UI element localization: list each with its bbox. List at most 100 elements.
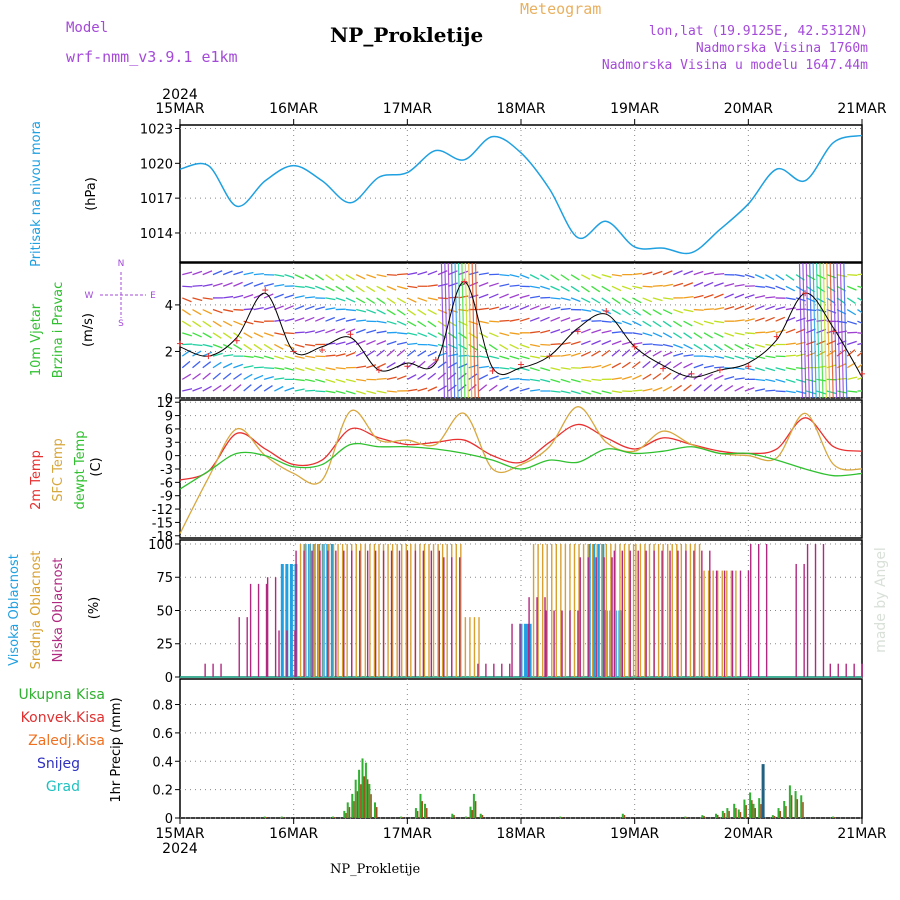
wind-arrow — [355, 274, 366, 280]
wind-arrow — [325, 316, 336, 322]
precip-legend-0: Ukupna Kisa — [18, 687, 105, 703]
precip-bar-total — [343, 810, 346, 818]
wind-arrow — [529, 274, 540, 280]
wind-arrow — [182, 388, 193, 392]
wind-arrow — [253, 320, 264, 324]
wind-arrow — [355, 297, 366, 304]
wind-arrow — [713, 332, 724, 338]
wind-arrow — [437, 385, 447, 392]
wind-arrow — [765, 355, 776, 359]
wind-arrow — [499, 319, 510, 322]
wind-arrow — [847, 340, 857, 346]
wind-arrow — [499, 293, 509, 299]
wind-arrow — [427, 386, 438, 392]
precip-bar-conv — [760, 804, 762, 818]
wind-arrow — [427, 284, 438, 287]
wind-arrow — [693, 294, 704, 299]
time-label-bottom: 19MAR — [610, 826, 659, 842]
wind-gust-band — [440, 263, 446, 398]
wind-arrow — [253, 355, 264, 359]
pressure-ytick-label: 1020 — [140, 157, 173, 172]
wind-arrow — [857, 285, 862, 289]
wind-arrow — [294, 331, 305, 334]
wind-arrow — [755, 331, 766, 334]
model-label: Model — [66, 20, 109, 36]
wind-arrow — [202, 332, 212, 339]
wind-arrow — [611, 320, 622, 325]
wind-arrow — [550, 285, 560, 291]
wind-arrow — [724, 385, 734, 392]
wind-arrow — [652, 284, 663, 287]
precip-bar-conv — [474, 801, 477, 818]
wind-arrow — [724, 343, 734, 351]
precip-bar-total — [358, 769, 361, 818]
wind-arrow — [673, 270, 683, 276]
wind-arrow — [734, 283, 745, 287]
wind-arrow — [499, 376, 510, 381]
wind-arrow — [202, 343, 213, 348]
wind-arrow — [192, 297, 203, 302]
wind-arrow — [509, 386, 520, 392]
wind-arrow — [284, 387, 295, 392]
wind-arrow — [775, 306, 786, 311]
wind-arrow — [662, 372, 672, 380]
wind-arrow — [785, 354, 796, 357]
wind-arrow — [233, 281, 243, 287]
wind-arrow — [713, 343, 723, 351]
wind-arrow — [304, 274, 315, 281]
wind-arrow — [693, 363, 704, 369]
wind-arrow — [601, 390, 612, 395]
wind-side-label-2: Brzina i Pravac — [51, 282, 66, 379]
wind-gust-marker — [461, 278, 468, 285]
wind-arrow — [253, 343, 263, 351]
wind-arrow — [734, 377, 745, 381]
wind-arrow — [284, 367, 295, 371]
wind-arrow — [406, 349, 416, 357]
wind-unit-label: (m/s) — [81, 313, 96, 347]
wind-arrow — [263, 332, 274, 337]
precip-bar-total — [479, 813, 482, 818]
wind-arrow — [253, 332, 264, 338]
wind-arrow — [765, 296, 776, 299]
wind-arrow — [468, 373, 478, 380]
wind-arrow — [652, 360, 661, 369]
wind-arrow — [591, 378, 602, 382]
wind-arrow — [304, 355, 316, 359]
wind-arrow — [294, 295, 305, 299]
temp-side-label-2m: 2m Temp — [29, 450, 44, 510]
wind-arrow — [509, 305, 520, 311]
wind-arrow — [673, 282, 684, 287]
wind-arrow — [734, 293, 745, 299]
wind-arrow — [499, 355, 510, 360]
precip-bar-conv — [751, 800, 753, 818]
wind-arrow — [325, 378, 336, 383]
wind-arrow — [488, 293, 499, 299]
wind-arrow — [570, 317, 581, 322]
wind-arrow — [611, 390, 622, 394]
wind-arrow — [755, 355, 766, 360]
precip-bar-total — [733, 803, 736, 818]
wind-gust-band — [447, 263, 452, 398]
wind-arrow — [846, 297, 856, 304]
wind-arrow — [294, 317, 305, 322]
wind-arrow — [693, 320, 704, 326]
wind-arrow — [417, 271, 428, 276]
wind-arrow — [540, 316, 550, 322]
wind-arrow — [499, 343, 509, 351]
wind-arrow — [734, 319, 745, 322]
wind-arrow — [560, 378, 571, 383]
wind-gust-band — [843, 263, 848, 398]
wind-arrow — [540, 343, 551, 346]
wind-arrow — [325, 367, 336, 371]
cloud-unit-label: (%) — [87, 597, 102, 620]
precip-bar-conv — [481, 815, 484, 818]
wind-arrow — [540, 367, 551, 372]
wind-arrow — [458, 363, 468, 369]
wind-arrow — [212, 308, 223, 314]
wind-arrow — [662, 385, 673, 392]
wind-arrow — [529, 305, 540, 311]
time-label-top: 21MAR — [837, 101, 886, 117]
wind-arrow — [458, 295, 469, 299]
wind-arrow — [632, 389, 643, 392]
wind-arrow — [325, 307, 336, 311]
